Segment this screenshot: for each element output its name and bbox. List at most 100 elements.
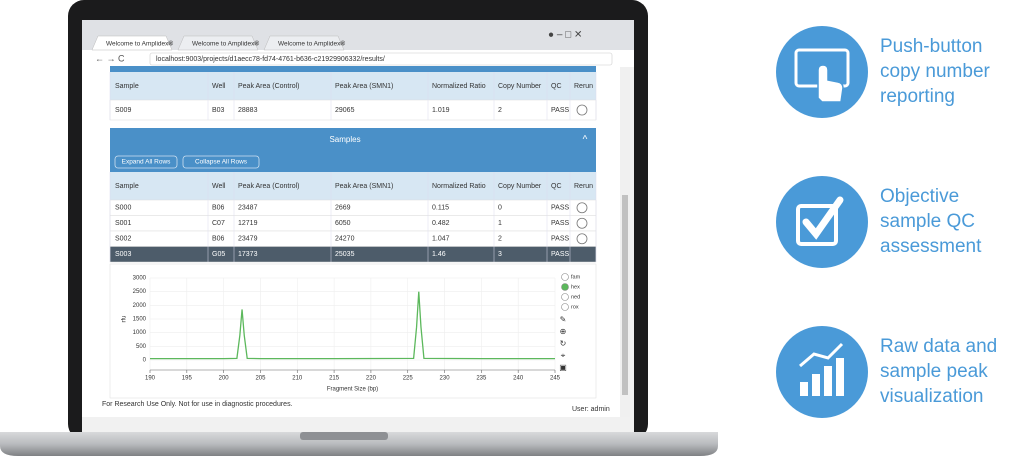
scroll-thumb[interactable] bbox=[622, 195, 628, 395]
feature-text: assessment bbox=[880, 236, 982, 257]
column-header: QC bbox=[551, 83, 562, 90]
column-header: Peak Area (SMN1) bbox=[335, 183, 393, 190]
cell: S000 bbox=[115, 205, 131, 212]
x-tick-label: 190 bbox=[145, 376, 156, 382]
column-header: Well bbox=[212, 83, 226, 90]
column-header: Peak Area (SMN1) bbox=[335, 83, 393, 90]
feature-text: Raw data and bbox=[880, 336, 997, 357]
y-tick-label: 1500 bbox=[133, 317, 147, 323]
button[interactable] bbox=[182, 155, 260, 169]
cell: 1 bbox=[498, 220, 502, 227]
y-tick-label: 0 bbox=[143, 358, 147, 364]
rerun-radio[interactable] bbox=[576, 217, 588, 229]
cell: B03 bbox=[212, 107, 225, 114]
cell: B06 bbox=[212, 205, 225, 212]
feature-text: Push-button bbox=[880, 36, 982, 57]
cell: 1.047 bbox=[432, 236, 450, 243]
cell: S003 bbox=[115, 251, 131, 258]
url-field[interactable] bbox=[149, 52, 613, 66]
x-tick-label: 245 bbox=[550, 376, 561, 382]
x-tick-label: 240 bbox=[513, 376, 524, 382]
chart-tool[interactable]: ✎ bbox=[560, 315, 567, 324]
tab-close[interactable]: × bbox=[254, 41, 258, 48]
column-header: Normalized Ratio bbox=[432, 83, 486, 90]
channel-label: hex bbox=[571, 284, 580, 290]
cell: 28883 bbox=[238, 107, 258, 114]
column-header: Rerun bbox=[574, 183, 593, 190]
table-row[interactable] bbox=[109, 199, 597, 216]
cell: 0.482 bbox=[432, 220, 450, 227]
tab-close[interactable]: × bbox=[168, 41, 172, 48]
cell: PASS bbox=[551, 251, 569, 258]
y-tick-label: 1000 bbox=[133, 330, 147, 336]
collapse-caret[interactable]: ^ bbox=[583, 135, 588, 146]
cell: 2669 bbox=[335, 205, 351, 212]
rerun-radio[interactable] bbox=[576, 202, 588, 214]
tab-bar bbox=[82, 20, 634, 50]
tab[interactable] bbox=[263, 35, 345, 51]
cell: 25035 bbox=[335, 251, 355, 258]
x-tick-label: 235 bbox=[476, 376, 487, 382]
cell: S001 bbox=[115, 220, 131, 227]
feature-text: visualization bbox=[880, 386, 984, 407]
channel-radio[interactable] bbox=[561, 303, 569, 311]
tab[interactable] bbox=[177, 35, 259, 51]
cell: 2 bbox=[498, 107, 502, 114]
rerun-radio[interactable] bbox=[576, 104, 588, 116]
x-tick-label: 210 bbox=[292, 376, 303, 382]
tab-close[interactable]: × bbox=[340, 41, 344, 48]
cell: 23479 bbox=[238, 236, 258, 243]
trend-icon bbox=[799, 342, 844, 368]
channel-radio[interactable] bbox=[561, 283, 569, 291]
x-tick-label: 215 bbox=[329, 376, 340, 382]
feature-text: Objective bbox=[880, 186, 959, 207]
x-tick-label: 205 bbox=[255, 376, 266, 382]
rerun-radio[interactable] bbox=[576, 233, 588, 245]
channel-radio[interactable] bbox=[561, 293, 569, 301]
feature-text: reporting bbox=[880, 86, 955, 107]
tab-title: Welcome to Amplidex® bbox=[192, 40, 259, 48]
cell: 17373 bbox=[238, 251, 258, 258]
y-tick-label: 2500 bbox=[133, 289, 147, 295]
table-row[interactable] bbox=[109, 215, 597, 232]
x-tick-label: 230 bbox=[440, 376, 451, 382]
panel-title: Samples bbox=[329, 135, 360, 144]
y-tick-label: 2000 bbox=[133, 303, 147, 309]
cell: S009 bbox=[115, 107, 131, 114]
cell: PASS bbox=[551, 220, 569, 227]
column-header: Rerun bbox=[574, 83, 593, 90]
feature-text: copy number bbox=[880, 61, 991, 82]
samples-panel-header[interactable] bbox=[110, 128, 596, 152]
cell: 12719 bbox=[238, 220, 258, 227]
cell: 6050 bbox=[335, 220, 351, 227]
cell: 0.115 bbox=[432, 205, 449, 212]
chart-tool[interactable]: ▣ bbox=[559, 363, 567, 372]
channel-radio[interactable] bbox=[561, 273, 569, 281]
cell: 0 bbox=[498, 205, 502, 212]
nav-buttons[interactable]: ← → C bbox=[95, 53, 125, 63]
chart-tool[interactable]: ⌖ bbox=[561, 351, 566, 360]
cell: C07 bbox=[212, 220, 225, 227]
table-header bbox=[110, 172, 596, 200]
cell: S002 bbox=[115, 236, 131, 243]
feature-icon bbox=[776, 326, 868, 418]
chart-tool[interactable]: ↻ bbox=[560, 339, 567, 348]
cell: 24270 bbox=[335, 236, 355, 243]
y-axis-label: rfu bbox=[122, 315, 128, 322]
window-controls[interactable]: ● – □ ✕ bbox=[548, 30, 582, 41]
laptop-base bbox=[0, 432, 718, 456]
cell: 1.46 bbox=[432, 251, 446, 258]
x-tick-label: 220 bbox=[366, 376, 377, 382]
chart-tool[interactable]: ⊕ bbox=[560, 327, 567, 336]
column-header: Sample bbox=[115, 183, 139, 190]
tab[interactable] bbox=[91, 35, 173, 51]
channel-label: fam bbox=[571, 274, 581, 280]
channel-label: ned bbox=[571, 294, 580, 300]
button[interactable] bbox=[114, 155, 178, 169]
url: localhost:9003/projects/d1aecc78-fd74-47… bbox=[156, 56, 385, 63]
feature-text: sample QC bbox=[880, 211, 975, 232]
x-tick-label: 200 bbox=[219, 376, 230, 382]
column-header: Sample bbox=[115, 83, 139, 90]
tab-title: Welcome to Amplidex® bbox=[278, 40, 345, 48]
